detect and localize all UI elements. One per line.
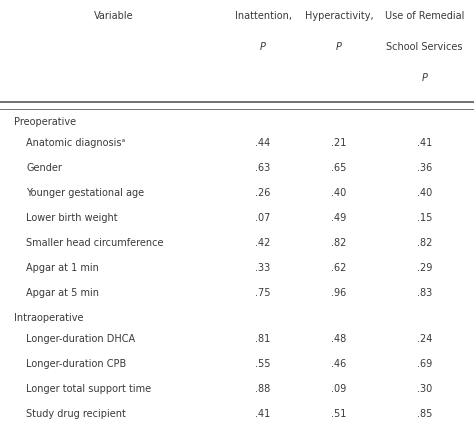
- Text: .49: .49: [331, 213, 346, 223]
- Text: Smaller head circumference: Smaller head circumference: [26, 238, 164, 248]
- Text: Hyperactivity,: Hyperactivity,: [305, 11, 373, 21]
- Text: .09: .09: [331, 384, 346, 394]
- Text: Use of Remedial: Use of Remedial: [384, 11, 464, 21]
- Text: School Services: School Services: [386, 42, 463, 52]
- Text: .96: .96: [331, 288, 346, 298]
- Text: P: P: [421, 73, 427, 83]
- Text: .15: .15: [417, 213, 432, 223]
- Text: .63: .63: [255, 163, 271, 173]
- Text: .88: .88: [255, 384, 271, 394]
- Text: .40: .40: [417, 188, 432, 198]
- Text: .41: .41: [417, 138, 432, 148]
- Text: .29: .29: [417, 263, 432, 273]
- Text: Longer-duration DHCA: Longer-duration DHCA: [26, 334, 135, 344]
- Text: .65: .65: [331, 163, 346, 173]
- Text: .82: .82: [417, 238, 432, 248]
- Text: .33: .33: [255, 263, 271, 273]
- Text: .48: .48: [331, 334, 346, 344]
- Text: .83: .83: [417, 288, 432, 298]
- Text: .41: .41: [255, 409, 271, 419]
- Text: .62: .62: [331, 263, 346, 273]
- Text: .81: .81: [255, 334, 271, 344]
- Text: .21: .21: [331, 138, 346, 148]
- Text: .36: .36: [417, 163, 432, 173]
- Text: Gender: Gender: [26, 163, 62, 173]
- Text: Longer-duration CPB: Longer-duration CPB: [26, 359, 126, 369]
- Text: Intraoperative: Intraoperative: [14, 313, 84, 323]
- Text: .46: .46: [331, 359, 346, 369]
- Text: Preoperative: Preoperative: [14, 117, 76, 127]
- Text: .26: .26: [255, 188, 271, 198]
- Text: Variable: Variable: [94, 11, 134, 21]
- Text: P: P: [336, 42, 342, 52]
- Text: Longer total support time: Longer total support time: [26, 384, 151, 394]
- Text: .24: .24: [417, 334, 432, 344]
- Text: .30: .30: [417, 384, 432, 394]
- Text: .85: .85: [417, 409, 432, 419]
- Text: .82: .82: [331, 238, 346, 248]
- Text: .44: .44: [255, 138, 271, 148]
- Text: Apgar at 5 min: Apgar at 5 min: [26, 288, 99, 298]
- Text: .07: .07: [255, 213, 271, 223]
- Text: .69: .69: [417, 359, 432, 369]
- Text: .51: .51: [331, 409, 346, 419]
- Text: .42: .42: [255, 238, 271, 248]
- Text: Inattention,: Inattention,: [235, 11, 292, 21]
- Text: Anatomic diagnosisᵃ: Anatomic diagnosisᵃ: [26, 138, 125, 148]
- Text: Younger gestational age: Younger gestational age: [26, 188, 144, 198]
- Text: .40: .40: [331, 188, 346, 198]
- Text: .55: .55: [255, 359, 271, 369]
- Text: .75: .75: [255, 288, 271, 298]
- Text: Apgar at 1 min: Apgar at 1 min: [26, 263, 99, 273]
- Text: P: P: [260, 42, 266, 52]
- Text: Study drug recipient: Study drug recipient: [26, 409, 126, 419]
- Text: Lower birth weight: Lower birth weight: [26, 213, 118, 223]
